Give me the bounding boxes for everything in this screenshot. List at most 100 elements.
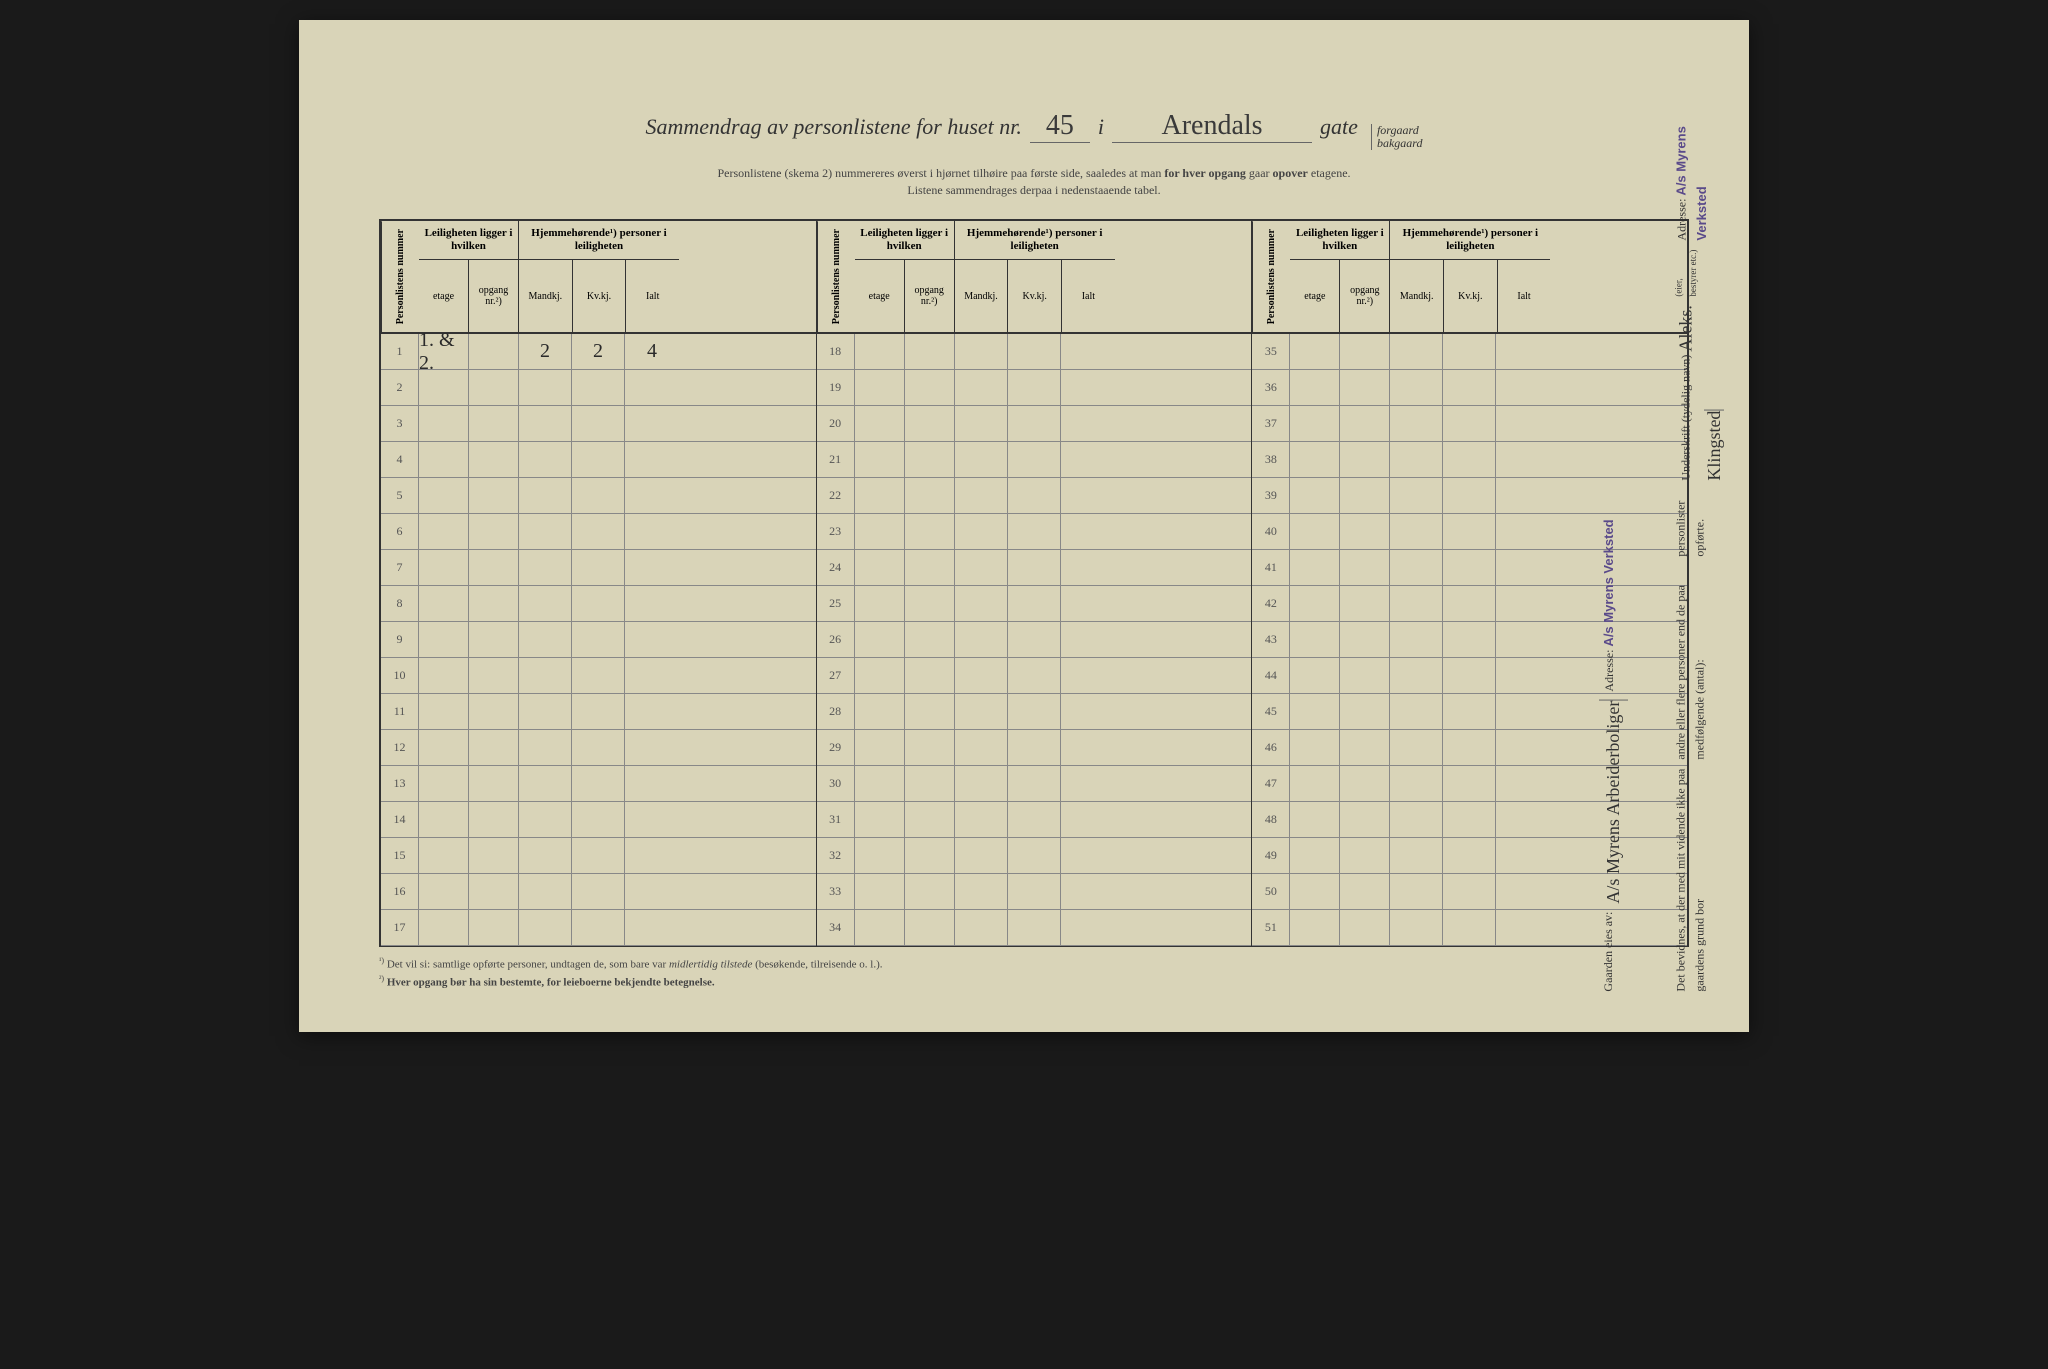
row-number: 3: [381, 406, 419, 441]
cell-mandkj: [1390, 874, 1443, 909]
footnote-1: ¹) Det vil si: samtlige opførte personer…: [379, 955, 1689, 973]
cell-ialt: [625, 694, 679, 729]
cell-kvkj: [1008, 406, 1061, 441]
cell-kvkj: [1443, 874, 1496, 909]
cell-opgang: [469, 478, 519, 513]
cell-mandkj: [1390, 334, 1443, 369]
cell-opgang: [1340, 478, 1390, 513]
row-number: 51: [1252, 910, 1290, 945]
cell-etage: [419, 910, 469, 945]
cell-mandkj: [1390, 838, 1443, 873]
row-number: 38: [1252, 442, 1290, 477]
row-number: 33: [817, 874, 855, 909]
row-number: 48: [1252, 802, 1290, 837]
cell-kvkj: [1008, 658, 1061, 693]
cell-etage: [419, 586, 469, 621]
cell-opgang: [1340, 442, 1390, 477]
col-opgang: opgang nr.²): [905, 260, 954, 332]
table-section-1: Personlistens nummerLeiligheten ligger i…: [381, 221, 817, 946]
cell-opgang: [905, 658, 955, 693]
cell-ialt: [625, 514, 679, 549]
cell-opgang: [905, 838, 955, 873]
row-number: 50: [1252, 874, 1290, 909]
cell-kvkj: [1008, 586, 1061, 621]
cell-kvkj: [572, 514, 625, 549]
table-row: 11: [381, 694, 816, 730]
cell-etage: [419, 874, 469, 909]
cell-kvkj: [1008, 802, 1061, 837]
cell-mandkj: [955, 730, 1008, 765]
cell-ialt: [1061, 622, 1115, 657]
cell-mandkj: [519, 658, 572, 693]
cell-ialt: [1061, 586, 1115, 621]
cell-opgang: [469, 766, 519, 801]
cell-opgang: [469, 658, 519, 693]
table-row: 8: [381, 586, 816, 622]
cell-opgang: [1340, 874, 1390, 909]
row-number: 43: [1252, 622, 1290, 657]
cell-kvkj: [1443, 442, 1496, 477]
row-number: 16: [381, 874, 419, 909]
col-leiligheten: Leiligheten ligger i hvilkenetageopgang …: [1290, 221, 1390, 332]
cell-etage: [419, 478, 469, 513]
cell-etage: [855, 514, 905, 549]
cell-opgang: [905, 370, 955, 405]
cell-opgang: [469, 874, 519, 909]
cell-ialt: [625, 730, 679, 765]
table-row: 26: [817, 622, 1252, 658]
cell-kvkj: [1008, 370, 1061, 405]
cell-opgang: [469, 550, 519, 585]
cell-mandkj: [1390, 478, 1443, 513]
cell-ialt: [1061, 730, 1115, 765]
cell-etage: [1290, 910, 1340, 945]
row-number: 4: [381, 442, 419, 477]
cell-mandkj: [955, 586, 1008, 621]
cell-etage: [419, 730, 469, 765]
cell-kvkj: [1443, 658, 1496, 693]
cell-kvkj: [1443, 802, 1496, 837]
row-number: 36: [1252, 370, 1290, 405]
row-number: 20: [817, 406, 855, 441]
cell-ialt: [625, 406, 679, 441]
cell-etage: [855, 478, 905, 513]
cell-ialt: [1061, 766, 1115, 801]
col-ialt: Ialt: [1062, 260, 1115, 332]
row-number: 44: [1252, 658, 1290, 693]
table-row: 10: [381, 658, 816, 694]
cell-kvkj: [1443, 406, 1496, 441]
cell-kvkj: [572, 370, 625, 405]
cell-ialt: [625, 622, 679, 657]
cell-etage: [1290, 766, 1340, 801]
row-number: 42: [1252, 586, 1290, 621]
adresse-stamp: A/s Myrens Verksted: [1601, 519, 1616, 646]
cell-ialt: [1496, 874, 1550, 909]
row-number: 22: [817, 478, 855, 513]
cell-kvkj: [572, 838, 625, 873]
cell-mandkj: [1390, 586, 1443, 621]
cell-ialt: [625, 658, 679, 693]
table-row: 4: [381, 442, 816, 478]
section-header: Personlistens nummerLeiligheten ligger i…: [381, 221, 816, 334]
right-sidebar: Gaarden eies av: A/s Myrens Arbeiderboli…: [1599, 120, 1729, 992]
cell-etage: [855, 910, 905, 945]
cell-mandkj: [955, 550, 1008, 585]
cell-mandkj: [955, 370, 1008, 405]
row-number: 17: [381, 910, 419, 945]
cell-mandkj: [519, 766, 572, 801]
cell-ialt: [1061, 910, 1115, 945]
cell-ialt: [1496, 514, 1550, 549]
cell-opgang: [469, 694, 519, 729]
table-row: 33: [817, 874, 1252, 910]
cell-etage: [855, 658, 905, 693]
cell-opgang: [469, 406, 519, 441]
row-number: 49: [1252, 838, 1290, 873]
cell-ialt: [625, 550, 679, 585]
cell-etage: [855, 802, 905, 837]
street-name-field: Arendals: [1112, 110, 1312, 143]
cell-mandkj: [955, 838, 1008, 873]
gaarden-label: Gaarden eies av:: [1599, 912, 1628, 992]
cell-mandkj: [519, 478, 572, 513]
row-number: 32: [817, 838, 855, 873]
cell-mandkj: [955, 766, 1008, 801]
row-number: 21: [817, 442, 855, 477]
